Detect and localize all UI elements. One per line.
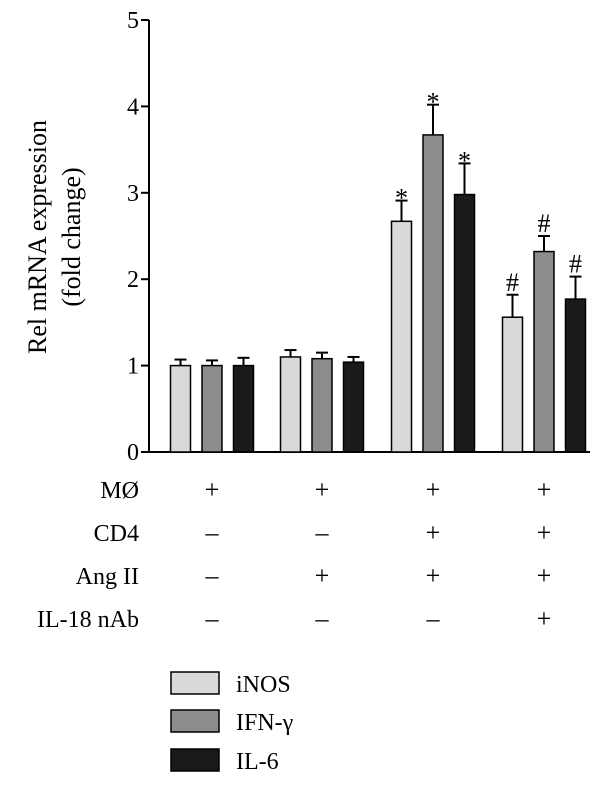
y-ticks: 0 1 2 3 4 5 — [127, 8, 149, 466]
bar — [279, 356, 302, 453]
condition-sign: – — [315, 518, 330, 547]
y-tick-label: 2 — [127, 267, 139, 293]
bar — [169, 364, 192, 453]
condition-label: Ang II — [76, 564, 139, 590]
bars — [169, 134, 587, 453]
condition-sign: + — [537, 518, 552, 547]
y-axis-label-line-2: (fold change) — [57, 167, 86, 306]
y-tick-label: 4 — [127, 94, 139, 120]
condition-sign: – — [426, 604, 441, 633]
y-tick-label: 0 — [127, 440, 139, 466]
condition-sign: + — [426, 475, 441, 504]
condition-sign: + — [537, 561, 552, 590]
legend-label: iNOS — [236, 672, 291, 698]
bar — [390, 220, 413, 453]
condition-sign: + — [205, 475, 220, 504]
condition-table: MØ + + + + CD4 – – + + Ang II – + + + IL-18 nAb – – – + — [37, 475, 551, 633]
bar — [232, 364, 255, 453]
condition-sign: – — [205, 518, 220, 547]
significance-annotations: * # * # * # — [395, 88, 582, 297]
condition-sign: – — [205, 604, 220, 633]
significance-mark: * — [395, 184, 408, 213]
y-tick-label: 3 — [127, 181, 139, 207]
bar — [201, 364, 223, 453]
significance-mark: # — [538, 209, 551, 238]
significance-mark: # — [506, 268, 519, 297]
bar — [453, 193, 476, 453]
legend-swatch — [170, 709, 220, 733]
error-bars — [174, 103, 582, 366]
condition-sign: + — [315, 561, 330, 590]
bar — [533, 250, 555, 453]
condition-sign: – — [315, 604, 330, 633]
condition-label: CD4 — [94, 521, 139, 547]
y-axis-label-line-1: Rel mRNA expression — [23, 120, 52, 354]
legend-swatch — [170, 748, 220, 772]
condition-sign: + — [426, 561, 441, 590]
significance-mark: # — [569, 250, 582, 279]
bar — [311, 357, 333, 453]
bar — [501, 316, 524, 453]
y-axis-label: Rel mRNA expression (fold change) — [23, 120, 86, 354]
significance-mark: * — [427, 88, 440, 117]
condition-sign: – — [205, 561, 220, 590]
legend: iNOS IFN-γ IL-6 — [170, 671, 294, 775]
condition-label: MØ — [100, 478, 139, 504]
legend-label: IL-6 — [236, 749, 279, 775]
condition-sign: + — [537, 475, 552, 504]
legend-label: IFN-γ — [236, 710, 294, 736]
condition-sign: + — [537, 604, 552, 633]
y-tick-label: 1 — [127, 354, 139, 380]
condition-sign: + — [315, 475, 330, 504]
bar — [422, 134, 444, 453]
y-tick-label: 5 — [127, 8, 139, 34]
bar — [342, 361, 365, 453]
condition-label: IL-18 nAb — [37, 607, 139, 633]
legend-swatch — [170, 671, 220, 695]
bar — [564, 298, 587, 453]
condition-sign: + — [426, 518, 441, 547]
significance-mark: * — [458, 146, 471, 175]
